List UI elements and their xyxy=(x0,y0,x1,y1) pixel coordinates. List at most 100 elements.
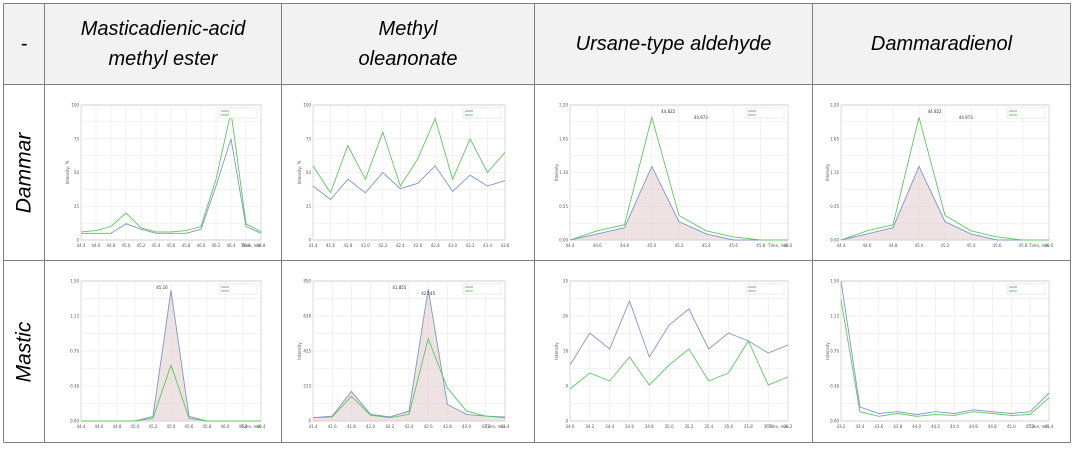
header-ursane-aldehyde: Ursane-type aldehyde xyxy=(535,4,812,84)
y-tick-label: 213 xyxy=(303,384,311,389)
x-tick-label: 44.8 xyxy=(889,243,898,248)
x-tick-label: 46.6 xyxy=(242,243,251,248)
x-tick-label: 44.8 xyxy=(620,243,629,248)
y-axis-label: Intensity xyxy=(825,163,830,181)
x-tick-label: 46.0 xyxy=(221,424,230,429)
x-tick-label: 45.6 xyxy=(185,424,194,429)
y-tick-label: 1.65 xyxy=(559,136,568,141)
y-tick-label: 0.00 xyxy=(70,419,79,424)
row-label-text: Dammar xyxy=(12,132,36,213)
chromatogram-mastic-oleanonate: 41.4 41.6 41.8 42.0 42.2 42.4 42.6 42.8 43.0 43.2… xyxy=(297,279,509,430)
y-tick-label: 18 xyxy=(563,349,569,354)
y-axis-label: Intensity xyxy=(554,163,559,181)
x-tick-label: 45.4 xyxy=(152,243,161,248)
x-tick-label: 34.2 xyxy=(585,424,594,429)
y-tick-label: 0 xyxy=(308,238,311,243)
series-line xyxy=(569,165,788,241)
series-line xyxy=(569,299,789,366)
x-tick-label: 41.4 xyxy=(309,243,318,248)
y-tick-label: 0.55 xyxy=(830,204,839,209)
x-tick-label: 44.4 xyxy=(77,243,86,248)
x-tick-label: 45.2 xyxy=(1026,424,1035,429)
series-line xyxy=(312,117,506,194)
x-tick-label: 43.2 xyxy=(481,424,490,429)
x-tick-label: 42.8 xyxy=(431,243,440,248)
x-tick-label: 41.4 xyxy=(309,424,318,429)
x-tick-label: 44.4 xyxy=(950,424,959,429)
y-axis-label: Intensity xyxy=(554,342,559,360)
x-tick-label: 43.6 xyxy=(874,424,883,429)
x-tick-label: 45.8 xyxy=(756,243,765,248)
series-line xyxy=(569,115,788,241)
y-tick-label: 9 xyxy=(565,384,568,389)
y-tick-label: 100 xyxy=(303,103,311,108)
y-tick-label: 0.75 xyxy=(70,349,79,354)
y-tick-label: 1.13 xyxy=(830,314,839,319)
y-axis-label: Intensity, % xyxy=(65,160,70,184)
y-tick-label: 1.13 xyxy=(70,314,79,319)
x-tick-label: 45.0 xyxy=(647,243,656,248)
x-tick-label: 45.0 xyxy=(131,424,140,429)
y-tick-label: 1.10 xyxy=(830,170,839,175)
x-tick-label: 45.4 xyxy=(167,424,176,429)
x-axis-label: Time, min xyxy=(1028,243,1049,248)
legend-box xyxy=(462,107,502,119)
x-tick-label: 43.0 xyxy=(462,424,471,429)
legend-box xyxy=(745,283,785,295)
x-axis-label: Time, min xyxy=(240,243,261,248)
peak-annotation: 45.16 xyxy=(156,285,168,290)
x-tick-label: 44.8 xyxy=(113,424,122,429)
series-line xyxy=(312,289,506,419)
column-title-line: Methyl xyxy=(378,18,438,40)
header-masticadienic: Masticadienic-acid methyl ester xyxy=(45,4,281,84)
x-tick-label: 45.8 xyxy=(182,243,191,248)
x-tick-label: 45.2 xyxy=(941,243,950,248)
column-title-line: Masticadienic-acid xyxy=(80,18,246,40)
column-title: Methyl oleanonate xyxy=(359,14,458,74)
peak-area xyxy=(570,166,788,240)
peak-area xyxy=(81,290,261,421)
x-tick-label: 44.4 xyxy=(566,243,575,248)
x-tick-label: 43.4 xyxy=(483,243,492,248)
y-tick-label: 0.00 xyxy=(830,238,839,243)
series-line xyxy=(312,337,506,419)
x-tick-label: 43.2 xyxy=(466,243,475,248)
y-tick-label: 425 xyxy=(303,349,311,354)
y-tick-label: 850 xyxy=(303,279,311,284)
x-tick-label: 41.6 xyxy=(326,243,335,248)
y-tick-label: 0 xyxy=(308,419,311,424)
x-tick-label: 46.8 xyxy=(257,243,265,248)
x-tick-label: 44.4 xyxy=(837,243,846,248)
x-tick-label: 42.0 xyxy=(361,243,370,248)
series-line xyxy=(81,138,262,234)
x-tick-label: 45.6 xyxy=(167,243,176,248)
x-tick-label: 34.6 xyxy=(625,424,634,429)
y-tick-label: 26 xyxy=(563,314,569,319)
x-tick-label: 45.6 xyxy=(993,243,1002,248)
chromatogram-dammar-masticadienic: 44.4 44.6 44.8 45.0 45.2 45.4 45.6 45.8 46.0 46.2… xyxy=(65,103,265,249)
legend-box xyxy=(218,107,258,119)
x-tick-label: 45.4 xyxy=(967,243,976,248)
x-tick-label: 43.2 xyxy=(837,424,846,429)
x-tick-label: 43.8 xyxy=(893,424,902,429)
y-tick-label: 1.65 xyxy=(830,136,839,141)
x-tick-label: 44.8 xyxy=(107,243,116,248)
x-tick-label: 43.0 xyxy=(448,243,457,248)
legend-box xyxy=(462,283,502,295)
x-tick-label: 43.4 xyxy=(501,424,509,429)
x-tick-label: 44.8 xyxy=(988,424,997,429)
chromatogram-dammar-ursane: 44.4 44.6 44.8 45.0 45.2 45.4 45.6 45.8 46.0 0.00… xyxy=(554,103,792,249)
series-line xyxy=(312,165,506,201)
x-tick-label: 46.4 xyxy=(257,424,265,429)
peak-annotation: 44.822 xyxy=(661,109,675,114)
column-title: Masticadienic-acid methyl ester xyxy=(81,14,246,74)
x-tick-label: 42.2 xyxy=(385,424,394,429)
x-tick-label: 43.6 xyxy=(501,243,509,248)
x-tick-label: 34.0 xyxy=(566,424,575,429)
y-axis-label: Intensity xyxy=(297,342,302,360)
legend-box xyxy=(218,283,258,295)
legend-box xyxy=(745,107,785,119)
x-tick-label: 42.8 xyxy=(443,424,452,429)
x-axis-label: Time, min xyxy=(484,424,505,429)
x-tick-label: 45.4 xyxy=(1045,424,1053,429)
